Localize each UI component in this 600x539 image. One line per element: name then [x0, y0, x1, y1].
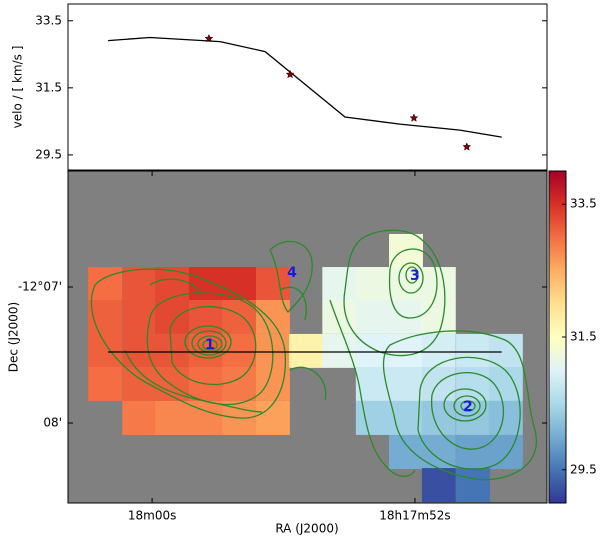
map-cell — [389, 366, 423, 401]
map-cell — [122, 366, 157, 401]
star-marker — [409, 113, 419, 122]
map-cell — [222, 366, 257, 401]
map-cell — [421, 468, 456, 502]
map-cell — [255, 401, 290, 435]
map-cell — [421, 435, 456, 469]
contour — [443, 388, 487, 422]
contour — [191, 330, 227, 356]
axes-frame — [67, 3, 548, 171]
map-cell — [322, 267, 357, 301]
contour — [184, 325, 232, 359]
map-cell — [188, 267, 223, 301]
annotation: 4 — [287, 265, 297, 281]
map-cell — [389, 435, 423, 469]
y-tick-label: -12°07' — [18, 280, 62, 294]
axes-frame — [67, 170, 548, 504]
annotation: 2 — [463, 399, 473, 415]
map-cell — [88, 333, 122, 368]
contour — [269, 240, 313, 313]
map-cell — [188, 299, 223, 334]
colorbar-tick-label: 31.5 — [570, 330, 597, 344]
contour — [388, 248, 438, 319]
map-cell — [421, 333, 456, 368]
map-cell — [255, 299, 290, 334]
y-tick-label: 33.5 — [35, 13, 62, 27]
map-cell — [255, 267, 290, 301]
colorbar-tick-label: 29.5 — [570, 462, 597, 476]
map-cell — [488, 401, 523, 435]
contour — [279, 286, 327, 401]
contour — [398, 262, 424, 294]
map-cell — [355, 401, 390, 435]
map-cell — [289, 333, 324, 368]
map-cell — [88, 299, 122, 334]
contour — [202, 339, 218, 351]
star-marker — [204, 33, 214, 43]
map-cell — [355, 267, 390, 301]
annotation: 1 — [205, 337, 215, 353]
map-cell — [421, 366, 456, 401]
star-marker — [285, 69, 295, 79]
x-tick-label: 18m00s — [128, 509, 176, 523]
x-tick-label: 18h17m52s — [379, 509, 450, 523]
annotation: 3 — [410, 268, 420, 284]
map-cell — [355, 333, 390, 368]
contour — [382, 330, 538, 481]
contour — [90, 268, 286, 419]
contour — [124, 278, 263, 413]
map-cell — [322, 333, 357, 368]
map-cell — [355, 299, 390, 334]
contour — [453, 395, 481, 417]
colorbar-tick-label: 33.5 — [570, 197, 597, 211]
contour — [329, 299, 416, 477]
y-tick-label: 31.5 — [35, 80, 62, 94]
map-cell — [389, 333, 423, 368]
contour — [417, 356, 521, 470]
map-cell — [155, 401, 190, 435]
map-cell — [421, 267, 456, 301]
map-cell — [488, 435, 523, 469]
map-cell — [456, 333, 490, 368]
contours — [90, 229, 538, 481]
contour — [146, 292, 274, 406]
map-cell — [389, 233, 423, 268]
map-cell — [88, 366, 122, 401]
line — [108, 36, 502, 138]
y-tick-label: 08' — [43, 416, 62, 430]
contour — [169, 305, 257, 386]
map-cell — [456, 435, 490, 469]
contour — [460, 400, 476, 412]
map-cell — [122, 299, 157, 334]
y-tick-label: 29.5 — [35, 147, 62, 161]
contour — [405, 266, 419, 284]
map-cell — [155, 299, 190, 334]
x-axis-label: RA (J2000) — [275, 522, 338, 536]
map-cell — [456, 366, 490, 401]
contour — [343, 229, 446, 357]
map-cell — [88, 267, 122, 301]
y-axis-label: velo / [ km/s ] — [11, 46, 25, 129]
map-area — [68, 171, 547, 503]
map-cell — [421, 299, 456, 334]
star-marker — [462, 142, 472, 151]
map-cell — [456, 468, 490, 502]
y-axis-label: Dec (J2000) — [7, 302, 21, 372]
map-cell — [122, 401, 157, 435]
map-cell — [122, 333, 157, 368]
contour — [431, 372, 505, 450]
